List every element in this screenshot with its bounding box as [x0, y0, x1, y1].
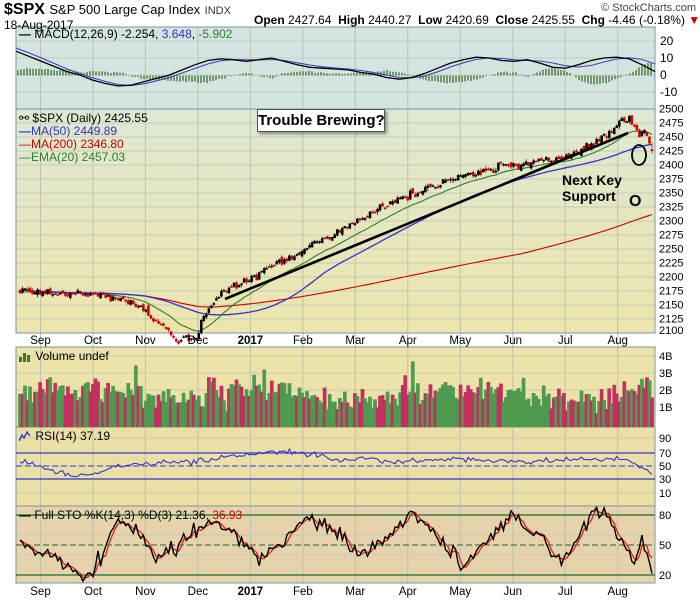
svg-text:Feb: Feb: [293, 586, 313, 598]
svg-text:Jul: Jul: [558, 335, 573, 347]
svg-text:Dec: Dec: [188, 335, 209, 347]
svg-text:Aug: Aug: [607, 586, 627, 598]
svg-text:May: May: [449, 586, 471, 598]
svg-text:Jun: Jun: [504, 586, 523, 598]
svg-text:Nov: Nov: [135, 335, 156, 347]
svg-text:Mar: Mar: [345, 335, 365, 347]
svg-text:Mar: Mar: [345, 586, 365, 598]
svg-text:2017: 2017: [238, 586, 264, 598]
svg-text:Apr: Apr: [399, 586, 417, 598]
svg-text:May: May: [449, 335, 471, 347]
svg-text:Oct: Oct: [84, 335, 103, 347]
svg-text:Jun: Jun: [504, 335, 523, 347]
svg-text:Nov: Nov: [135, 586, 156, 598]
svg-text:Dec: Dec: [188, 586, 209, 598]
svg-text:Apr: Apr: [399, 335, 417, 347]
svg-text:Sep: Sep: [30, 586, 50, 598]
svg-text:Oct: Oct: [84, 586, 103, 598]
svg-text:Jul: Jul: [558, 586, 573, 598]
svg-text:Feb: Feb: [293, 335, 313, 347]
svg-text:Aug: Aug: [607, 335, 627, 347]
svg-text:Sep: Sep: [30, 335, 50, 347]
svg-text:2017: 2017: [238, 335, 264, 347]
